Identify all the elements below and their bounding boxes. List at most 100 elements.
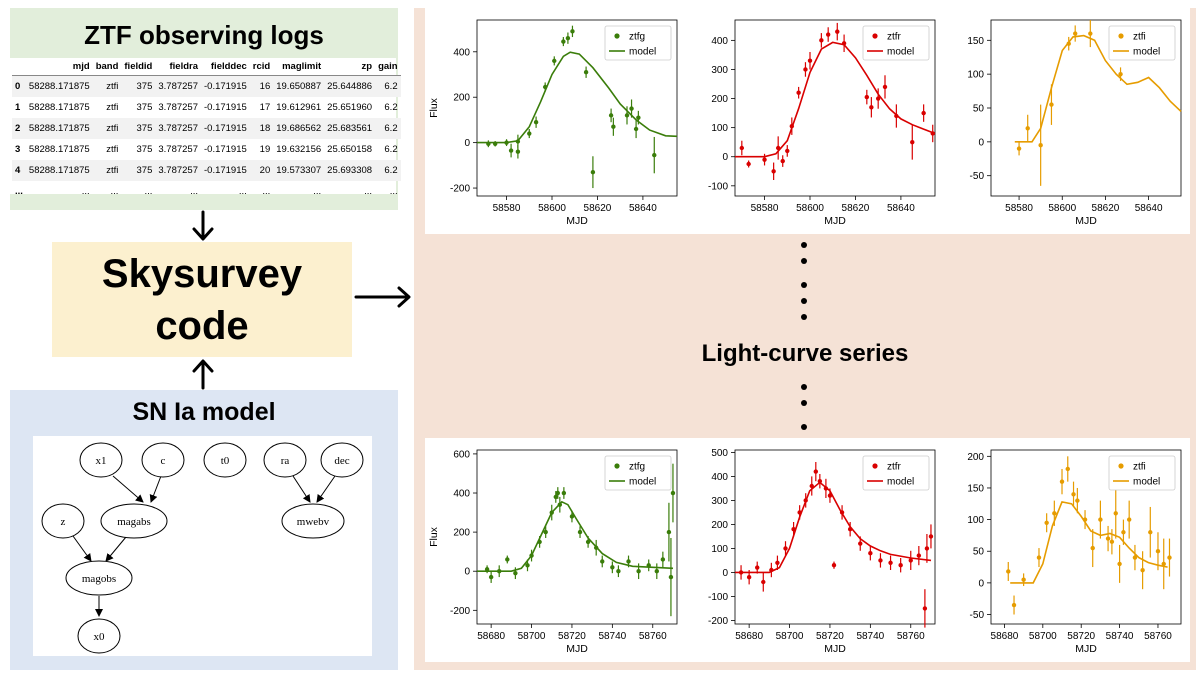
data-point	[869, 105, 874, 110]
legend-label: ztfi	[1133, 32, 1146, 43]
y-tick-label: 100	[711, 123, 728, 134]
node-dec: dec	[334, 455, 349, 467]
data-point	[570, 29, 575, 34]
y-tick-label: 400	[711, 36, 728, 47]
row-index: 4	[12, 160, 26, 181]
data-point	[600, 559, 605, 564]
row-index: 2	[12, 118, 26, 139]
y-tick-label: 50	[973, 104, 985, 115]
table-cell: 19	[259, 144, 271, 155]
data-point	[868, 551, 873, 556]
top-chart-row: 58580 58600 58620 58640 -200 0 200 400 MJD Flux zt…	[425, 8, 1190, 234]
y-tick-label: 200	[967, 452, 984, 463]
data-point	[569, 514, 575, 519]
data-point	[1126, 517, 1132, 522]
data-point	[527, 131, 532, 136]
data-point	[585, 539, 591, 545]
data-point	[739, 145, 745, 151]
legend-label: model	[1133, 47, 1160, 58]
table-cell: 6.2	[375, 118, 401, 139]
data-point	[922, 606, 928, 611]
legend-marker	[1118, 33, 1124, 39]
data-point	[783, 546, 788, 551]
data-point	[882, 84, 888, 90]
x-axis-label: MJD	[1075, 643, 1097, 655]
model-dag: x1 c t0 ra dec z magabs mwebv magobs x0	[41, 442, 364, 654]
y-tick-label: 200	[453, 528, 470, 539]
observing-log-table: mjd band fieldid fieldra fielddec rcid maglimi…	[10, 58, 401, 197]
data-point	[552, 58, 557, 64]
table-cell: ztfi	[92, 75, 122, 97]
data-point	[629, 106, 634, 111]
x-tick-label: 58600	[538, 203, 566, 214]
table-cell: ...	[81, 186, 90, 197]
data-point	[888, 560, 893, 565]
y-tick-label: 0	[978, 578, 984, 589]
table-cell: 375	[121, 118, 156, 139]
data-point	[1025, 126, 1030, 131]
table-cell: 18	[249, 118, 274, 139]
data-point	[668, 574, 674, 580]
legend-marker	[614, 33, 620, 39]
y-tick-label: -100	[708, 592, 728, 603]
y-tick-label: 0	[464, 138, 470, 149]
table-cell: ...	[389, 186, 398, 197]
node-x0-ellipse	[77, 618, 121, 654]
table-cell: 25.683561	[324, 118, 376, 139]
data-point	[930, 131, 935, 136]
data-point	[817, 479, 823, 484]
y-tick-label: -50	[970, 610, 985, 621]
table-cell: 17	[259, 102, 271, 113]
y-tick-label: 200	[453, 93, 470, 104]
table-cell: ztfi	[106, 102, 119, 113]
data-point	[924, 546, 930, 551]
data-point	[847, 527, 853, 532]
chart-bottom-ztfg: 58680 58700 58720 58740 58760 -200 0 200 400 600 M…	[428, 449, 678, 655]
legend-marker	[614, 463, 620, 469]
row-index: 1	[15, 102, 21, 113]
data-point	[1052, 511, 1057, 516]
data-point	[803, 498, 808, 503]
table-cell: 25.650158	[327, 144, 373, 155]
data-point	[791, 527, 796, 532]
table-cell: 19.650887	[273, 75, 325, 97]
log-table: mjd band fieldid fieldra fielddec rcid maglimi…	[12, 58, 401, 202]
data-point	[819, 38, 824, 43]
x-tick-label: 58600	[796, 203, 824, 214]
data-point	[1073, 31, 1078, 36]
y-tick-label: 400	[453, 47, 470, 58]
data-point	[762, 157, 767, 162]
data-point	[654, 569, 659, 574]
table-cell: 16	[249, 75, 274, 97]
data-point	[492, 141, 498, 146]
data-point	[565, 35, 571, 41]
table-cell: 25.644886	[324, 75, 376, 97]
data-point	[553, 494, 558, 500]
chart-bottom-ztfr: 58680 58700 58720 58740 58760 -200 -100 0 100 200…	[708, 448, 936, 655]
model-curve	[1014, 34, 1182, 143]
data-point	[807, 58, 813, 63]
data-point	[1140, 568, 1145, 573]
data-point	[789, 123, 795, 129]
data-point	[504, 140, 509, 145]
table-cell: -0.171915	[204, 144, 247, 155]
x-tick-label: 58680	[735, 631, 763, 642]
x-tick-label: 58580	[493, 203, 521, 214]
data-point	[529, 553, 534, 558]
y-tick-label: -50	[970, 171, 985, 182]
skysurvey-code-box: Skysurvey code	[52, 242, 352, 357]
table-column-header: band	[92, 58, 122, 76]
data-point	[590, 169, 596, 175]
data-point	[908, 558, 913, 563]
y-tick-label: 300	[711, 496, 728, 507]
data-point	[738, 570, 744, 575]
data-point	[486, 141, 491, 146]
x-tick-label: 58580	[751, 203, 779, 214]
data-point	[910, 139, 915, 145]
data-point	[769, 567, 774, 573]
data-point	[610, 565, 615, 570]
x-axis-label: MJD	[824, 643, 846, 655]
plot-area	[735, 22, 936, 180]
data-point	[1016, 146, 1022, 151]
light-curve-series-label: Light-curve series	[701, 340, 909, 367]
